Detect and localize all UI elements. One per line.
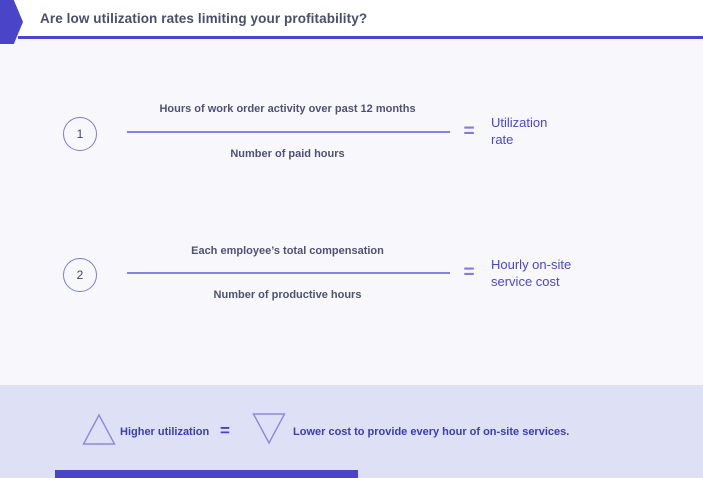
- formula-1-denominator: Number of paid hours: [230, 148, 345, 160]
- formula-2-result-line1: Hourly on-site: [491, 257, 572, 272]
- formula-2-denominator: Number of productive hours: [213, 289, 362, 301]
- formula-2-fraction-line: [127, 272, 450, 274]
- formula-2-numerator: Each employee’s total compensation: [191, 245, 384, 257]
- formula-2-equals-sign: =: [463, 262, 475, 283]
- triangle-up-icon: [82, 413, 116, 445]
- takeaway-band: [0, 385, 703, 478]
- formula-2-result: Hourly on-site service cost: [491, 256, 571, 290]
- header-arrow-icon: [0, 0, 23, 44]
- step-number: 1: [76, 127, 84, 141]
- formula-1-fraction-line: [127, 131, 450, 133]
- higher-utilization-label: Higher utilization: [120, 426, 210, 438]
- triangle-down-icon: [252, 413, 286, 445]
- header: Are low utilization rates limiting your …: [0, 0, 703, 36]
- formula-1-result-line2: rate: [491, 132, 514, 147]
- formula-1-result: Utilization rate: [491, 114, 547, 148]
- step-badge-1: 1: [63, 117, 97, 151]
- formula-2-result-line2: service cost: [491, 274, 560, 289]
- footer-accent-bar: [55, 470, 358, 478]
- formula-1-numerator: Hours of work order activity over past 1…: [159, 103, 416, 115]
- header-divider: [18, 36, 703, 39]
- lower-cost-label: Lower cost to provide every hour of on-s…: [293, 426, 570, 438]
- formula-1-equals-sign: =: [463, 121, 475, 142]
- page-title: Are low utilization rates limiting your …: [40, 10, 368, 26]
- step-badge-2: 2: [63, 258, 97, 292]
- step-number: 2: [76, 268, 84, 282]
- band-equals-sign: =: [220, 421, 230, 440]
- formula-1-result-line1: Utilization: [491, 115, 548, 130]
